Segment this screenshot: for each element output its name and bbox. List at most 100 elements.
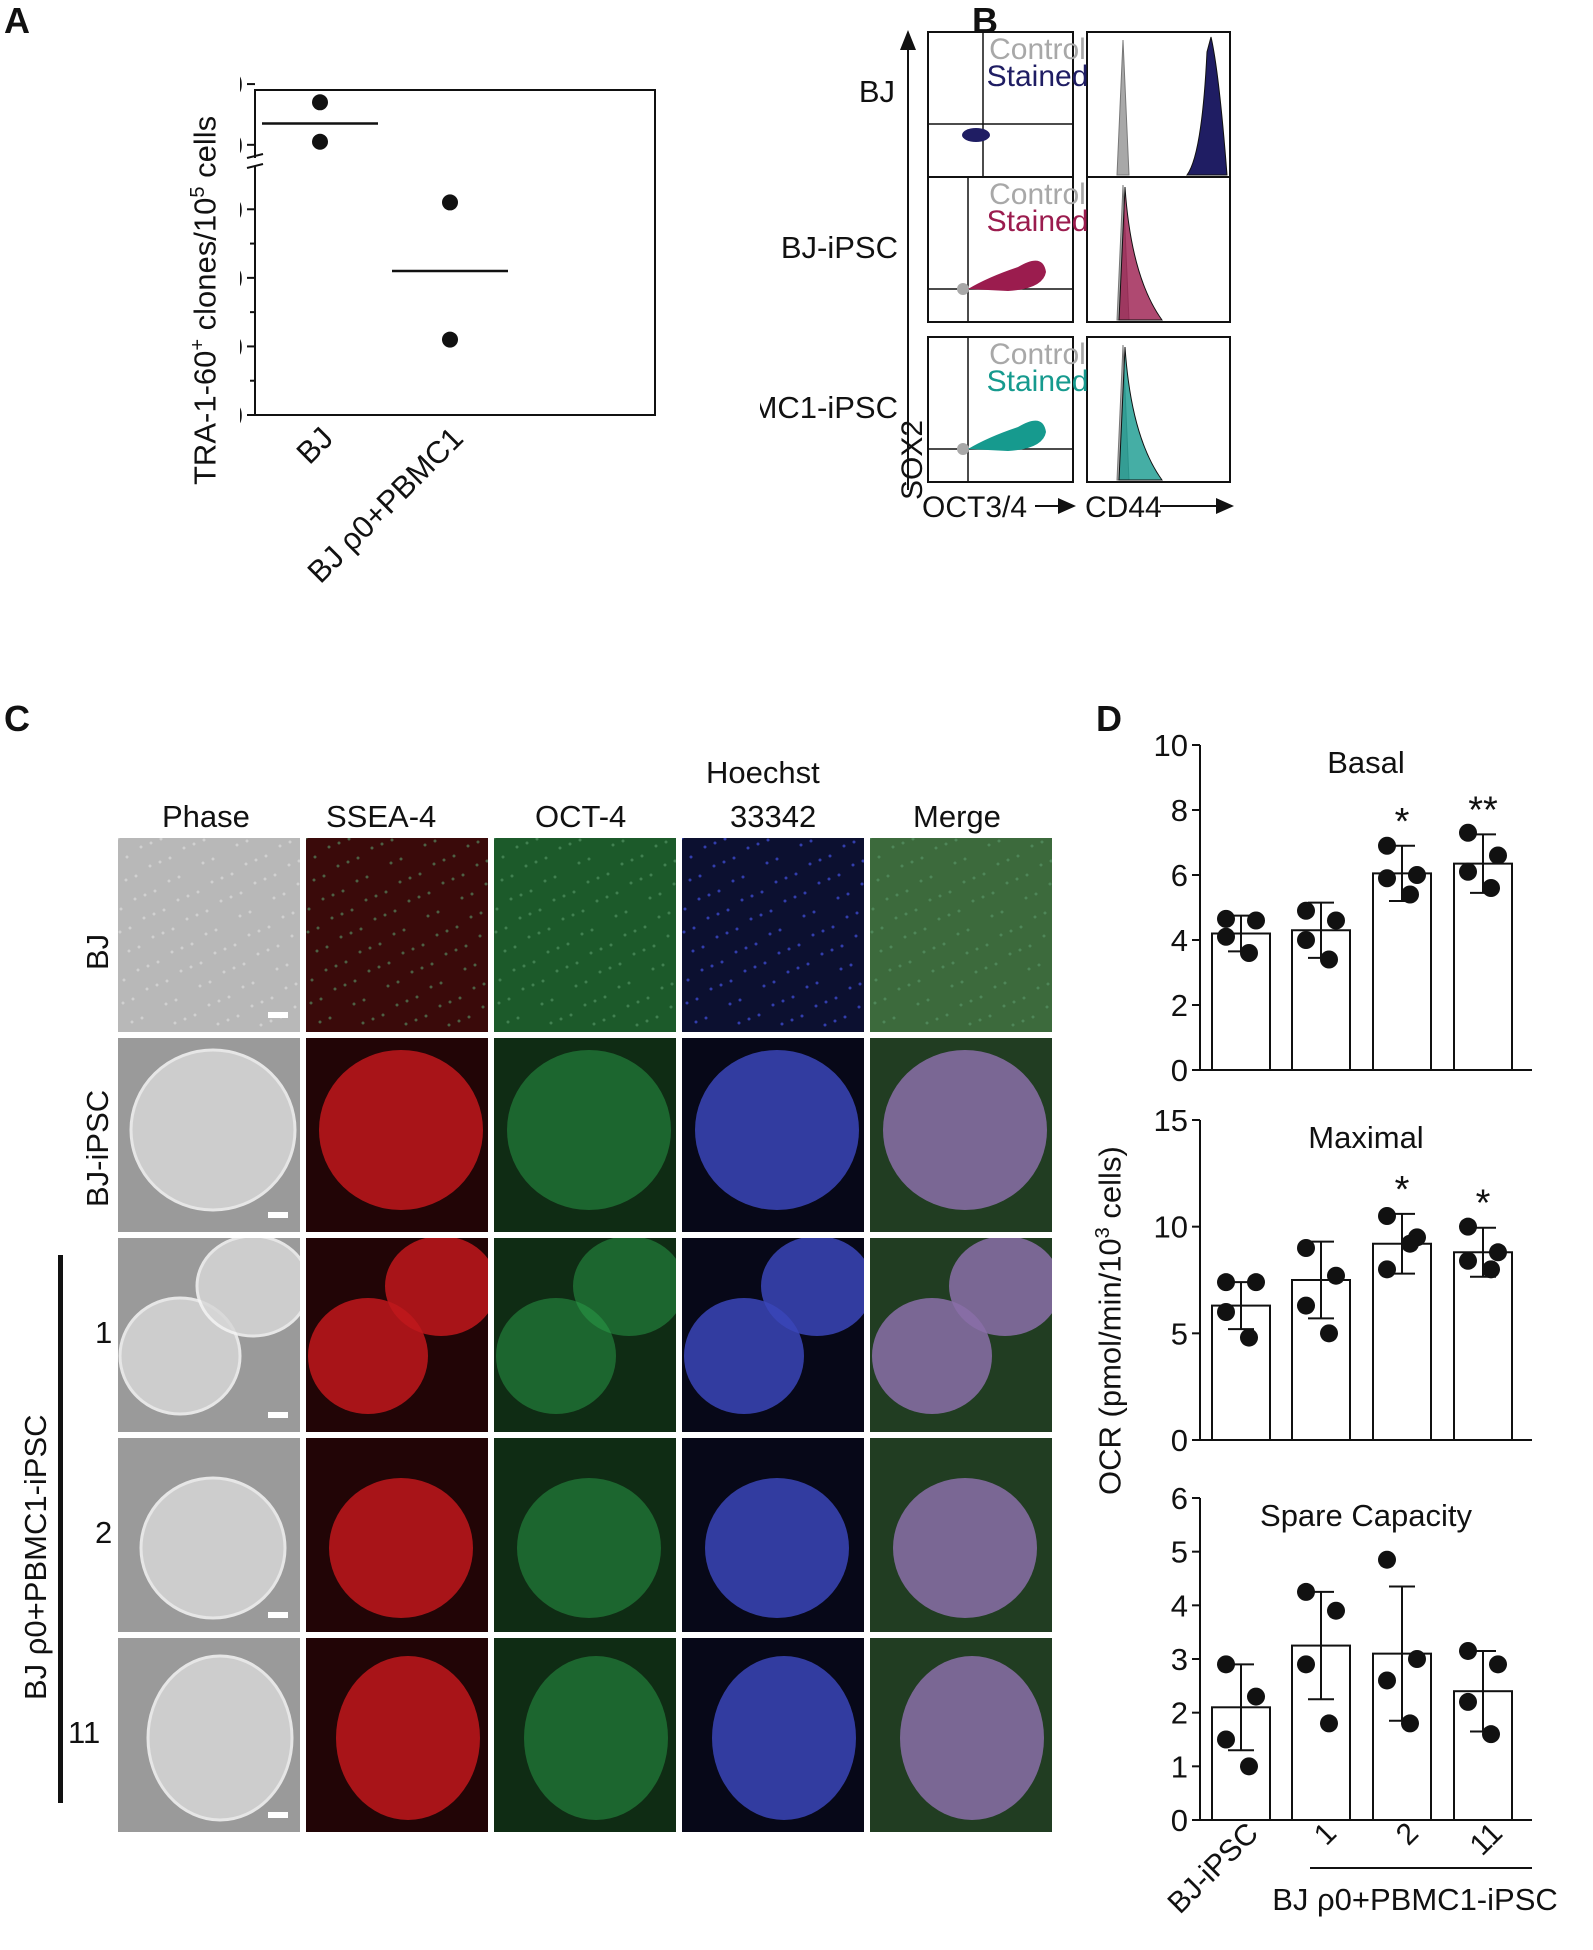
cell-dot <box>254 858 258 862</box>
cell-dot <box>851 863 855 867</box>
cell-dot <box>407 899 411 903</box>
colony <box>329 1478 473 1618</box>
cell-dot <box>494 930 498 934</box>
micrograph-tile-r4-c3 <box>494 1438 676 1632</box>
cell-dot <box>778 928 782 932</box>
cell-dot <box>239 891 243 895</box>
cell-dot <box>333 987 337 991</box>
micrograph-tile-r1-c4 <box>682 838 864 1032</box>
cell-dot <box>242 962 246 966</box>
micrograph-tile-r2-c5 <box>870 1038 1052 1232</box>
cell-dot <box>732 856 736 860</box>
cell-dot <box>442 858 446 862</box>
micrograph-image <box>139 1476 287 1620</box>
micrograph-tile-r1-c1 <box>118 838 300 1032</box>
cell-dot <box>1008 952 1012 956</box>
cell-dot <box>852 840 856 844</box>
cell-dot <box>142 916 146 920</box>
cell-dot <box>651 967 655 971</box>
cell-dot <box>327 845 331 849</box>
cell-dot <box>879 949 883 953</box>
histogram-stained <box>1186 36 1228 176</box>
cell-dot <box>381 1013 385 1017</box>
scale-bar <box>268 1212 288 1218</box>
cell-dot <box>725 931 729 935</box>
cell-dot <box>247 933 251 937</box>
cell-dot <box>981 895 985 899</box>
cell-dot <box>208 980 212 984</box>
cell-dot <box>260 1000 264 1004</box>
cell-dot <box>426 914 430 918</box>
cell-dot <box>170 950 174 954</box>
subchart-title: Basal <box>1327 745 1405 780</box>
cell-dot <box>344 960 348 964</box>
cell-dot <box>273 873 277 877</box>
cell-dot <box>646 996 650 1000</box>
cell-dot <box>460 896 464 900</box>
cell-dot <box>614 914 618 918</box>
micrograph-image <box>329 1478 473 1618</box>
cell-dot <box>359 927 363 931</box>
cell-dot <box>695 997 699 1001</box>
axis-break-mark <box>246 153 264 159</box>
cell-dot <box>583 1003 587 1007</box>
cell-dot <box>828 854 832 858</box>
cell-dot <box>833 1019 837 1023</box>
cell-dot <box>119 907 123 911</box>
cell-dot <box>513 945 517 949</box>
cell-dot <box>972 876 976 880</box>
cell-dot <box>655 1015 659 1019</box>
cell-dot <box>598 970 602 974</box>
cell-dot <box>435 933 439 937</box>
micrograph-image <box>682 838 864 1027</box>
cell-dot <box>441 881 445 885</box>
cell-dot <box>185 917 189 921</box>
cell-dot <box>498 978 502 982</box>
cell-dot <box>596 876 600 880</box>
cell-dot <box>715 935 719 939</box>
cell-dot <box>472 986 476 990</box>
data-point <box>1482 879 1500 897</box>
cell-dot <box>223 947 227 951</box>
data-point <box>1217 909 1235 928</box>
micrograph-image <box>494 838 676 1027</box>
cell-dot <box>966 928 970 932</box>
row-label-11: 11 <box>68 1715 101 1750</box>
cell-dot <box>870 930 874 934</box>
cell-dot <box>840 944 844 948</box>
cell-dot <box>793 895 797 899</box>
cell-dot <box>532 960 536 964</box>
data-point <box>1408 866 1426 884</box>
cell-dot <box>133 897 137 901</box>
cell-dot <box>196 890 200 894</box>
cell-dot <box>220 876 224 880</box>
data-point <box>1489 1243 1507 1262</box>
cell-dot <box>917 979 921 983</box>
cell-dot <box>669 1005 673 1009</box>
cell-dot <box>1022 996 1026 1000</box>
cell-dot <box>602 1018 606 1022</box>
cell-dot <box>1045 1005 1049 1009</box>
micrograph-tile-r1-c3 <box>494 838 676 1032</box>
y-tick-label: 6 <box>1171 858 1188 893</box>
cell-dot <box>543 879 547 883</box>
cell-dot <box>643 925 647 929</box>
cell-dot <box>371 1017 375 1021</box>
cell-dot <box>809 839 813 843</box>
cell-dot <box>580 932 584 936</box>
cell-dot <box>575 961 579 965</box>
cell-dot <box>321 897 325 901</box>
cell-dot <box>339 935 343 939</box>
flow-row-label: BJ <box>859 74 895 109</box>
y-tick-label: 0 <box>240 398 243 433</box>
cell-dot <box>599 947 603 951</box>
cell-dot <box>880 926 884 930</box>
cell-dot <box>1046 982 1050 986</box>
cell-dot <box>362 998 366 1002</box>
cell-dot <box>571 913 575 917</box>
cell-dot <box>913 931 917 935</box>
cell-dot <box>288 840 292 844</box>
cell-dot <box>568 842 572 846</box>
micrograph-tile-r5-c1 <box>118 1638 300 1832</box>
